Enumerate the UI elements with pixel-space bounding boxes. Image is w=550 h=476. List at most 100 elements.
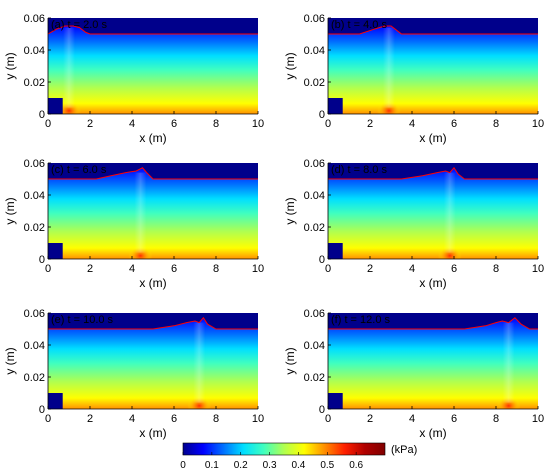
y-axis-label: y (m) [283,52,297,79]
x-tick-label: 0 [45,263,51,275]
pressure-streak [134,172,147,253]
pressure-streak [443,172,456,253]
x-tick-label: 6 [171,118,177,130]
x-tick-label: 0 [45,118,51,130]
y-tick-label: 0.06 [24,158,45,170]
x-tick-label: 4 [129,118,135,130]
panel-title: (e) t = 10.0 s [51,314,114,326]
free-surface-line [48,167,258,180]
pressure-streak [382,27,395,108]
colorbar-tick-label: 0.3 [263,460,277,471]
y-tick-label: 0.04 [304,190,325,202]
y-tick-label: 0.06 [304,13,325,25]
panel-d: 0 2 4 6 8 10 0 0.02 0.04 0.06 x (m) y (m) (d) t = 8.… [283,158,544,290]
y-axis-label: y (m) [3,347,17,374]
panel-title: (f) t = 12.0 s [331,314,390,326]
x-tick-label: 10 [252,413,264,425]
wave-maker-block [328,98,343,114]
x-tick-label: 0 [325,263,331,275]
colorbar-tick-label: 0 [180,460,186,471]
y-tick-label: 0.04 [24,340,45,352]
panel-title: (d) t = 8.0 s [331,164,387,176]
x-axis-label: x (m) [139,426,166,440]
colorbar: 0 0.1 0.2 0.3 0.4 0.5 0.6 (kPa) [180,442,417,471]
x-tick-label: 6 [451,413,457,425]
y-tick-label: 0 [39,109,45,121]
x-tick-label: 2 [367,413,373,425]
y-tick-label: 0.06 [304,158,325,170]
colorbar-tick-label: 0.2 [234,460,248,471]
y-tick-label: 0 [39,254,45,266]
x-tick-label: 0 [325,118,331,130]
x-tick-label: 2 [87,118,93,130]
y-tick-label: 0.04 [304,340,325,352]
x-tick-label: 10 [252,118,264,130]
pressure-field [48,167,258,259]
colorbar-tick-label: 0.5 [320,460,334,471]
y-tick-label: 0.02 [304,372,325,384]
x-tick-label: 8 [493,118,499,130]
x-tick-label: 2 [367,118,373,130]
x-tick-label: 10 [532,413,544,425]
y-tick-label: 0 [319,404,325,416]
pressure-field [48,317,258,409]
free-surface-line [328,166,538,180]
free-surface-line [328,317,538,330]
x-tick-label: 2 [87,413,93,425]
panel-a: 0 2 4 6 8 10 0 0.02 0.04 0.06 x (m) y (m) (a) t = 2.… [3,13,264,145]
wave-maker-block [48,243,63,259]
x-tick-label: 8 [493,263,499,275]
wave-maker-block [48,393,63,409]
y-tick-label: 0 [319,254,325,266]
y-tick-label: 0.02 [24,372,45,384]
x-tick-label: 10 [532,263,544,275]
y-tick-label: 0.04 [24,45,45,57]
pressure-field [328,317,538,409]
y-tick-label: 0.04 [304,45,325,57]
y-tick-label: 0 [319,109,325,121]
y-tick-label: 0.06 [304,308,325,320]
x-axis-label: x (m) [419,131,446,145]
x-tick-label: 4 [409,413,415,425]
colorbar-gradient [182,442,386,456]
y-axis-label: y (m) [283,347,297,374]
panel-e: 0 2 4 6 8 10 0 0.02 0.04 0.06 x (m) y (m) (e) t = 10… [3,308,264,440]
wave-maker-block [328,243,343,259]
x-tick-label: 4 [129,413,135,425]
y-tick-label: 0.02 [304,222,325,234]
x-tick-label: 10 [532,118,544,130]
free-surface-line [328,25,538,35]
x-tick-label: 6 [171,413,177,425]
panel-title: (c) t = 6.0 s [51,164,107,176]
x-tick-label: 8 [493,413,499,425]
y-tick-label: 0.06 [24,308,45,320]
y-tick-label: 0.02 [24,77,45,89]
x-axis-label: x (m) [139,276,166,290]
free-surface-line [47,25,258,35]
x-tick-label: 0 [325,413,331,425]
panel-b: 0 2 4 6 8 10 0 0.02 0.04 0.06 x (m) y (m) (b) t = 4.… [283,13,544,145]
y-tick-label: 0.02 [304,77,325,89]
pressure-field [48,26,258,114]
x-tick-label: 8 [213,263,219,275]
colorbar-tick-label: 0.1 [205,460,219,471]
x-tick-label: 6 [171,263,177,275]
pressure-streak [63,27,75,108]
x-tick-label: 8 [213,413,219,425]
panel-title: (a) t = 2.0 s [51,19,107,31]
wave-maker-block [48,98,63,114]
x-tick-label: 6 [451,118,457,130]
x-tick-label: 4 [129,263,135,275]
y-axis-label: y (m) [3,197,17,224]
x-axis-label: x (m) [419,276,446,290]
colorbar-tick-label: 0.6 [349,460,363,471]
pressure-streak [193,322,206,403]
x-tick-label: 4 [409,263,415,275]
colorbar-unit-label: (kPa) [391,444,417,456]
panel-c: 0 2 4 6 8 10 0 0.02 0.04 0.06 x (m) y (m) (c) t = 6.… [3,158,264,290]
y-tick-label: 0.06 [24,13,45,25]
colorbar-tick-label: 0.4 [291,460,305,471]
y-axis-label: y (m) [283,197,297,224]
y-axis-label: y (m) [3,52,17,79]
panel-f: 0 2 4 6 8 10 0 0.02 0.04 0.06 x (m) y (m) (f) t = 12… [283,308,544,440]
